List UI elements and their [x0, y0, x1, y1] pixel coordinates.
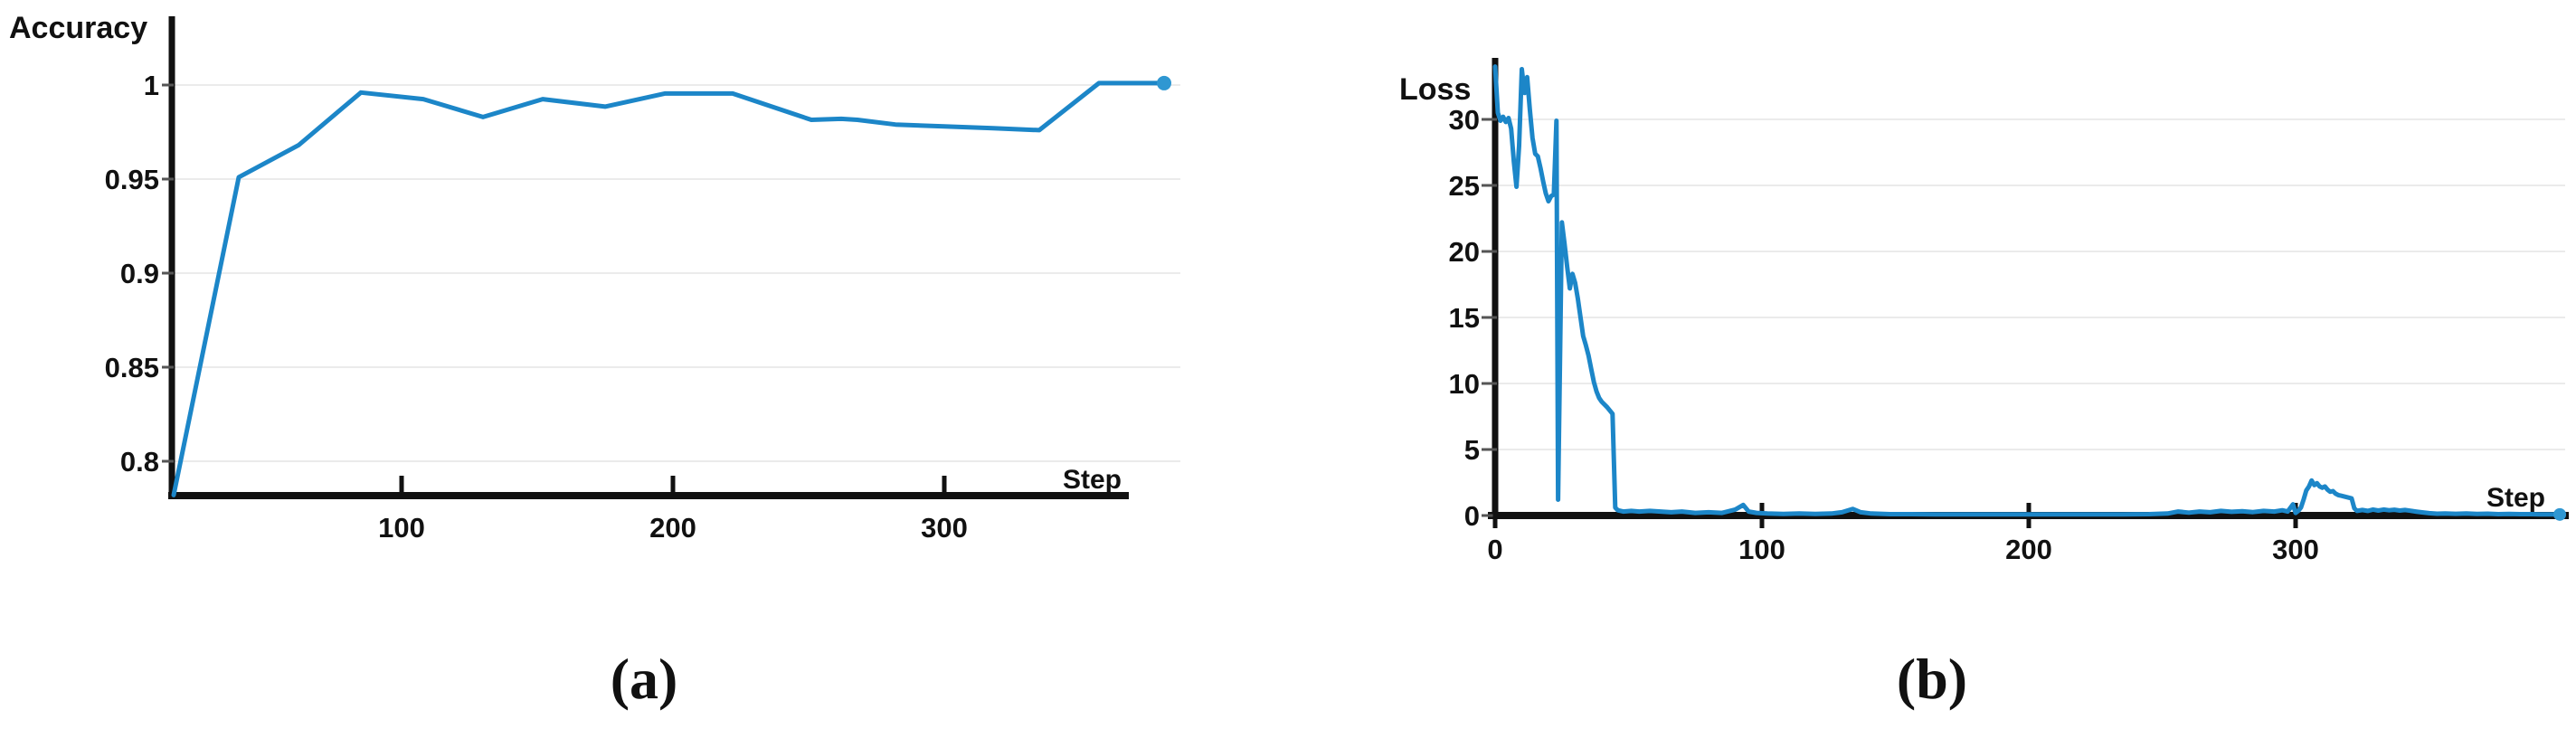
accuracy-x-tick-label: 100: [378, 512, 425, 544]
accuracy-y-tick-label: 0.8: [120, 446, 159, 478]
accuracy-line-series: [171, 80, 1167, 497]
loss-y-tick-label: 5: [1464, 434, 1480, 466]
accuracy-y-tick-label: 0.95: [105, 164, 159, 195]
loss-x-axis-title: Step: [2486, 483, 2545, 513]
accuracy-x-tick-label: 300: [921, 512, 968, 544]
accuracy-y-tick-label: 0.85: [105, 352, 159, 383]
loss-endpoint-dot: [2553, 507, 2567, 521]
loss-x-tick-label: 300: [2272, 534, 2319, 565]
loss-y-tick-label: 15: [1449, 302, 1480, 334]
loss-y-tick-label: 10: [1449, 368, 1480, 400]
panel-a-caption: (a): [610, 647, 678, 711]
panel-b-caption: (b): [1896, 647, 1968, 711]
loss-y-tick-label: 30: [1449, 104, 1480, 136]
accuracy-endpoint-dot: [1157, 75, 1171, 90]
loss-y-tick-label: 20: [1449, 236, 1480, 268]
loss-y-tick-label: 0: [1464, 500, 1480, 532]
accuracy-x-tick-label: 200: [649, 512, 696, 544]
accuracy-x-axis-title: Step: [1063, 465, 1122, 495]
accuracy-y-tick-label: 1: [144, 70, 159, 101]
accuracy-y-tick-label: 0.9: [120, 258, 159, 289]
loss-line-series: [1492, 64, 2562, 517]
loss-axis-title: Loss: [1399, 72, 1471, 107]
accuracy-axis-title: Accuracy: [9, 11, 147, 45]
loss-x-tick-label: 0: [1487, 534, 1502, 565]
loss-y-tick-label: 25: [1449, 170, 1480, 202]
loss-x-tick-label: 200: [2005, 534, 2052, 565]
loss-x-tick-label: 100: [1738, 534, 1785, 565]
